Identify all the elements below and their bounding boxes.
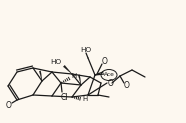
Text: H: H — [71, 73, 77, 79]
Polygon shape — [78, 75, 81, 85]
Polygon shape — [63, 65, 72, 74]
Text: HO: HO — [50, 59, 62, 65]
Text: H: H — [82, 96, 88, 102]
Text: Cl: Cl — [60, 92, 68, 101]
Text: O: O — [102, 57, 108, 67]
Text: O: O — [124, 82, 130, 91]
Text: HO: HO — [80, 47, 92, 53]
Text: Ace: Ace — [104, 72, 114, 77]
Text: O: O — [108, 79, 114, 89]
Text: O: O — [6, 101, 12, 110]
Polygon shape — [39, 71, 42, 81]
